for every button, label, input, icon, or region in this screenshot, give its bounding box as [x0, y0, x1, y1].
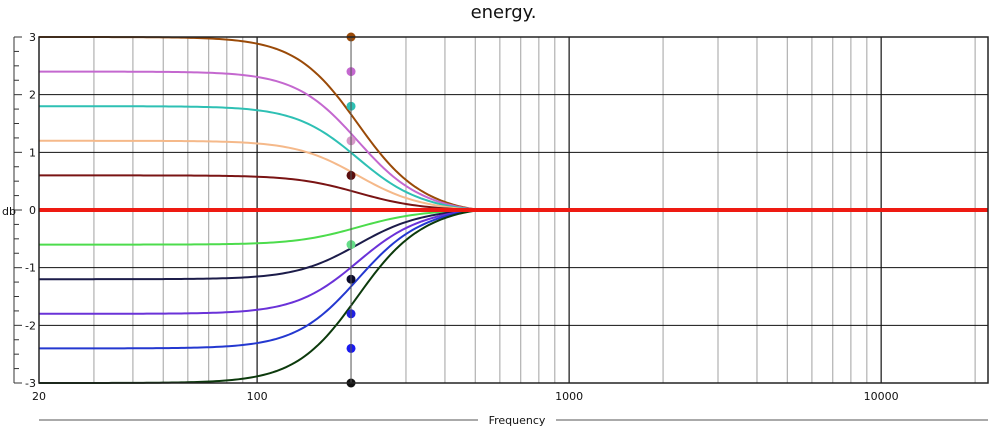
x-axis-title: Frequency — [489, 414, 546, 427]
y-axis-minor-ticks — [14, 36, 22, 384]
y-tick-label: -3 — [25, 377, 36, 390]
y-tick-label: 0 — [29, 204, 36, 217]
y-tick-label: 1 — [29, 146, 36, 159]
chart-caption: energy. — [470, 2, 537, 23]
y-tick-label: 2 — [29, 89, 36, 102]
x-tick-label: 100 — [247, 390, 268, 403]
y-tick-labels: 3 2 1 0 -1 -2 -3 — [25, 31, 36, 390]
y-tick-label: 3 — [29, 31, 36, 44]
x-tick-label: 10000 — [864, 390, 899, 403]
series-group — [39, 36, 988, 384]
y-axis-title: db — [2, 205, 16, 218]
plot-border — [38, 36, 989, 384]
y-tick-label: -2 — [25, 319, 36, 332]
x-tick-label: 1000 — [555, 390, 583, 403]
y-tick-label: -1 — [25, 262, 36, 275]
x-tick-label: 20 — [32, 390, 46, 403]
x-tick-labels: 20 100 1000 10000 — [32, 390, 899, 403]
